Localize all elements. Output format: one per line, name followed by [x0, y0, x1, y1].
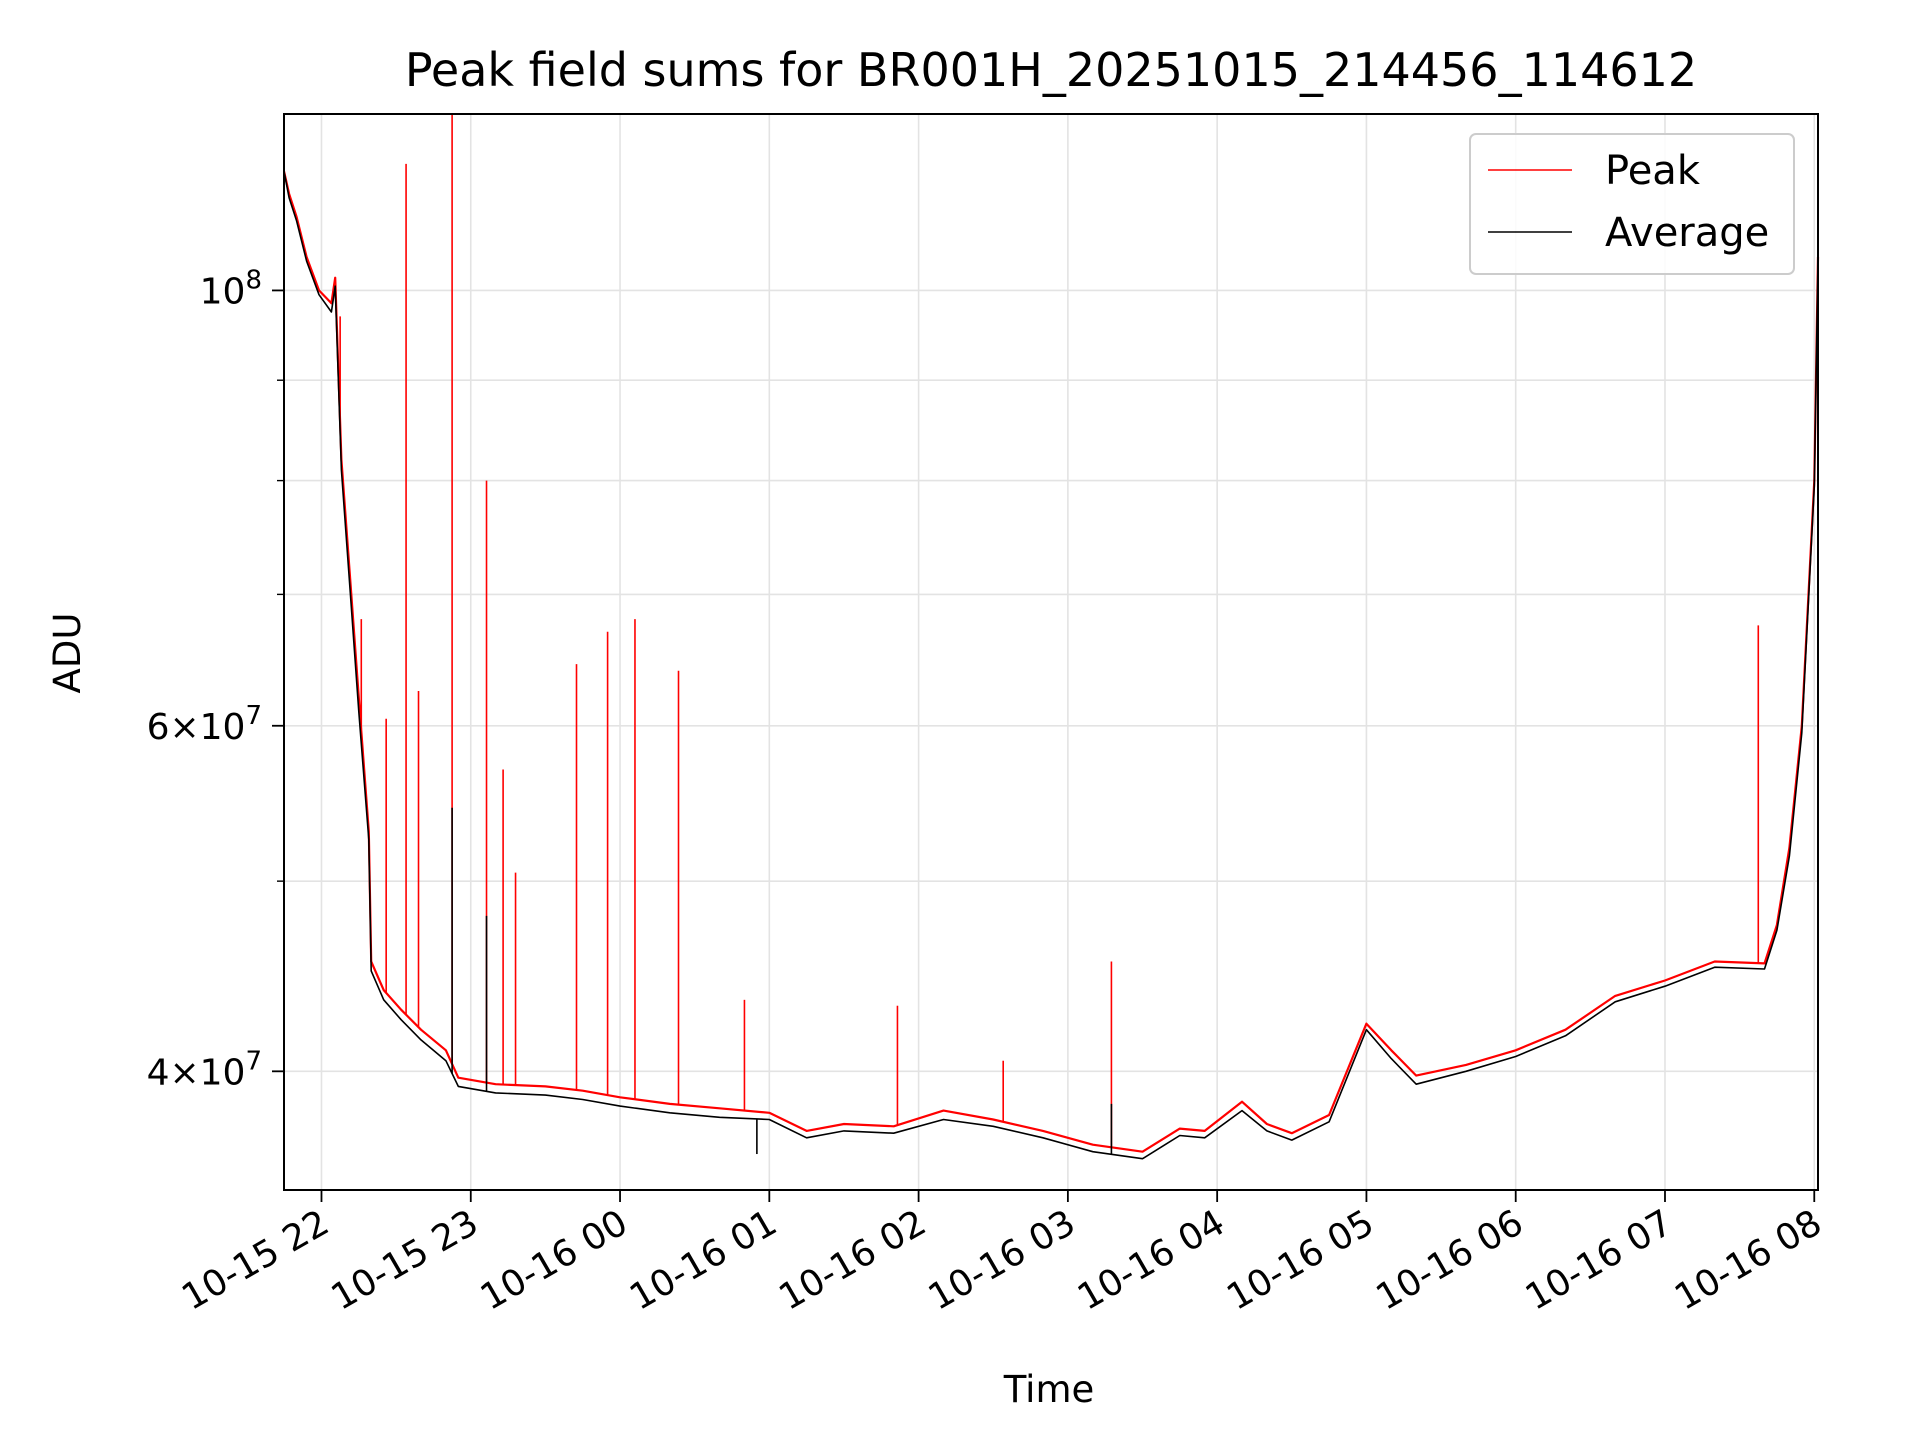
series-line-average — [283, 171, 1819, 1160]
y-tick-label-exponent: 8 — [245, 265, 262, 295]
y-axis-label: ADU — [46, 613, 89, 694]
y-tick-label-exponent: 7 — [245, 1046, 262, 1076]
series-line-peak — [282, 171, 1820, 1153]
y-tick-label: 4×107 — [147, 1046, 262, 1093]
y-tick-label-base: 10 — [200, 271, 246, 312]
legend-box — [1469, 133, 1795, 275]
axes-frame — [283, 113, 1819, 1191]
grid — [284, 114, 1818, 1190]
y-tick-label-exponent: 7 — [245, 701, 262, 731]
chart-title: Peak field sums for BR001H_20251015_2144… — [405, 43, 1697, 97]
y-tick-label-base: 6 — [147, 707, 170, 748]
y-tick-label: 108 — [200, 265, 262, 312]
plot-area — [282, 114, 1820, 1160]
y-tick-label-times: ×10 — [169, 1052, 245, 1093]
series-peak — [282, 114, 1820, 1153]
y-tick-label: 6×107 — [147, 701, 262, 748]
series-average — [283, 171, 1819, 1160]
y-tick-label-times: ×10 — [169, 707, 245, 748]
y-tick-label-base: 4 — [147, 1052, 170, 1093]
legend-peak-label: Peak — [1605, 148, 1701, 194]
legend: Peak Average — [1469, 133, 1795, 275]
x-axis-label: Time — [1003, 1368, 1095, 1411]
legend-average-label: Average — [1605, 210, 1769, 256]
